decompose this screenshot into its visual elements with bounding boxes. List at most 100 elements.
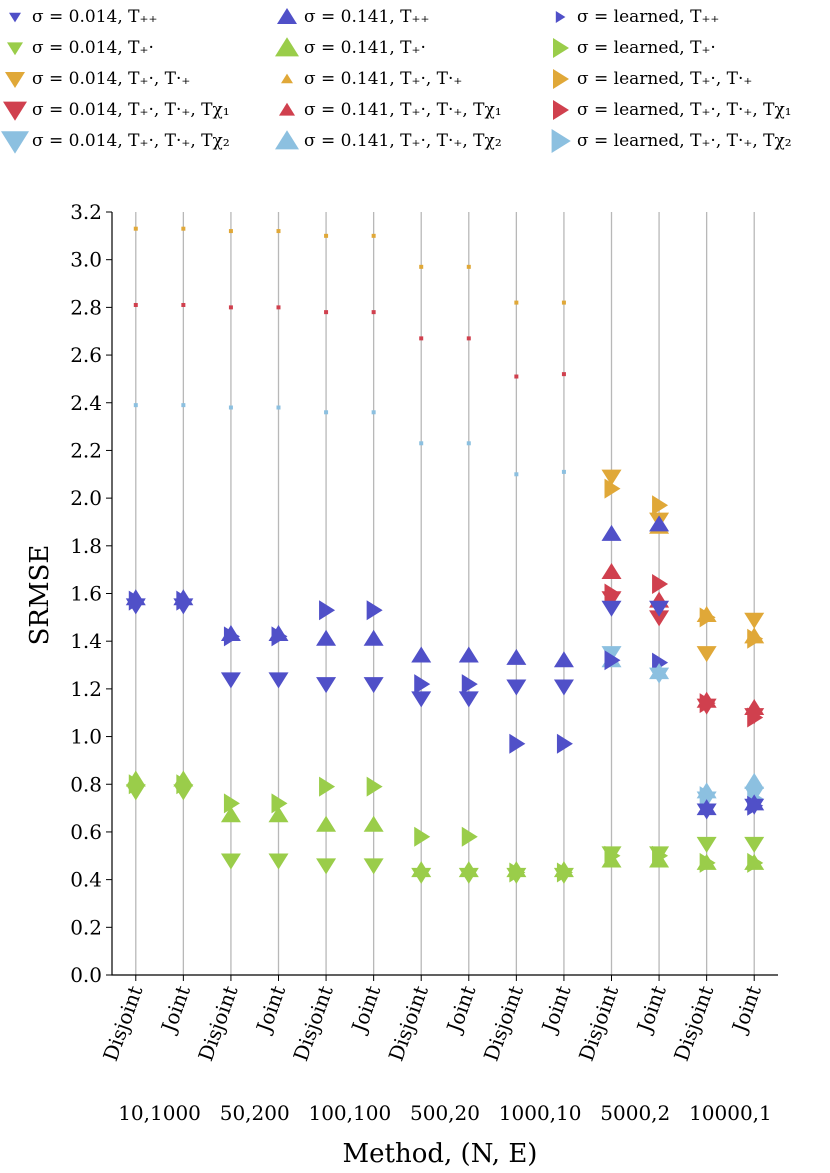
x-tick-label: Joint (156, 983, 195, 1038)
data-point (514, 472, 519, 477)
legend-label: σ = learned, T₊₊ (577, 7, 720, 27)
data-point (458, 691, 479, 708)
legend-marker-icon (9, 12, 21, 23)
data-point (220, 672, 241, 689)
data-point (604, 845, 621, 866)
data-point (506, 648, 527, 665)
data-point (553, 651, 574, 668)
data-point (699, 852, 716, 873)
data-point (133, 302, 138, 307)
data-point (276, 229, 281, 234)
data-point (366, 776, 383, 797)
data-point (316, 629, 337, 646)
data-point (461, 826, 478, 847)
data-point (561, 469, 566, 474)
group-label: 10,1000 (118, 1101, 201, 1125)
y-tick-label: 1.4 (70, 629, 102, 653)
legend-marker-icon (281, 73, 293, 84)
legend-marker-icon (553, 69, 569, 89)
legend-label: σ = 0.014, T₊·, T·₊, Tχ₂ (32, 131, 230, 151)
data-point (324, 310, 329, 315)
y-tick-label: 1.0 (70, 725, 102, 749)
legend-label: σ = 0.014, T₊·, T·₊ (32, 69, 191, 89)
data-point (128, 774, 145, 795)
legend-marker-icon (553, 100, 569, 120)
y-tick-label: 0.8 (70, 772, 102, 796)
legend-item: σ = 0.014, T₊· (0, 33, 154, 63)
group-label: 1000,10 (499, 1101, 582, 1125)
y-tick-label: 2.6 (70, 343, 102, 367)
data-point (411, 646, 432, 663)
data-point (744, 612, 765, 629)
data-point (458, 861, 479, 878)
y-tick-label: 0.4 (70, 868, 102, 892)
legend-marker-icon (275, 130, 299, 150)
x-tick-label: Joint (441, 983, 480, 1038)
x-tick-label: Joint (536, 983, 575, 1038)
legend-marker-icon (7, 42, 23, 56)
data-point (652, 845, 669, 866)
data-point (556, 733, 573, 754)
data-point (604, 478, 621, 499)
legend-item: σ = learned, T₊· (545, 33, 716, 63)
data-point (133, 403, 138, 408)
data-point (268, 853, 289, 870)
legend-item: σ = 0.141, T₊·, T·₊, Tχ₂ (272, 126, 502, 156)
data-point (514, 300, 519, 305)
data-point (419, 336, 424, 341)
legend-marker-icon (553, 38, 569, 58)
y-tick-label: 1.2 (70, 677, 102, 701)
y-tick-label: 2.8 (70, 295, 102, 319)
x-tick-label: Disjoint (193, 983, 242, 1065)
data-point (414, 674, 431, 695)
data-point (363, 677, 384, 694)
legend-marker-icon (1, 131, 29, 154)
x-tick-label: Disjoint (669, 983, 718, 1065)
data-point (553, 679, 574, 696)
data-point (461, 674, 478, 695)
data-point (176, 590, 193, 611)
x-tick-label: Disjoint (574, 983, 623, 1065)
data-points (125, 226, 765, 884)
legend-marker-icon (3, 101, 27, 121)
group-label: 50,200 (220, 1101, 290, 1125)
legend-label: σ = 0.141, T₊₊ (304, 7, 430, 27)
legend-item: σ = 0.014, T₊·, T·₊, Tχ₁ (0, 95, 230, 125)
data-point (181, 302, 186, 307)
legend-item: σ = learned, T₊·, T·₊ (545, 64, 752, 94)
data-point (649, 600, 670, 617)
data-point (509, 862, 526, 883)
x-axis-title: Method, (N, E) (343, 1139, 538, 1169)
data-point (601, 600, 622, 617)
legend-label: σ = learned, T₊·, T·₊, Tχ₁ (577, 100, 792, 120)
legend-label: σ = 0.141, T₊·, T·₊, Tχ₂ (304, 131, 502, 151)
data-point (371, 233, 376, 238)
data-point (509, 733, 526, 754)
legend-item: σ = learned, T₊·, T·₊, Tχ₂ (545, 126, 792, 156)
data-point (604, 583, 621, 604)
data-point (366, 600, 383, 621)
data-point (649, 515, 670, 532)
y-tick-label: 1.8 (70, 534, 102, 558)
data-point (363, 815, 384, 832)
data-point (181, 226, 186, 231)
data-point (363, 629, 384, 646)
data-point (744, 772, 765, 789)
y-tick-label: 0.6 (70, 820, 102, 844)
data-point (324, 410, 329, 415)
x-tick-label: Disjoint (288, 983, 337, 1065)
data-point (411, 861, 432, 878)
data-point (699, 607, 716, 628)
y-tick-label: 2.2 (70, 438, 102, 462)
legend-item: σ = learned, T₊₊ (545, 2, 719, 32)
legend-marker-icon (555, 11, 566, 23)
legend-marker-icon (5, 72, 25, 88)
data-point (228, 305, 233, 310)
data-point (319, 776, 336, 797)
y-tick-label: 2.4 (70, 391, 102, 415)
y-tick-label: 2.0 (70, 486, 102, 510)
data-point (316, 815, 337, 832)
data-point (601, 469, 622, 486)
legend-marker-icon (279, 102, 295, 116)
x-tick-label: Joint (726, 983, 765, 1038)
